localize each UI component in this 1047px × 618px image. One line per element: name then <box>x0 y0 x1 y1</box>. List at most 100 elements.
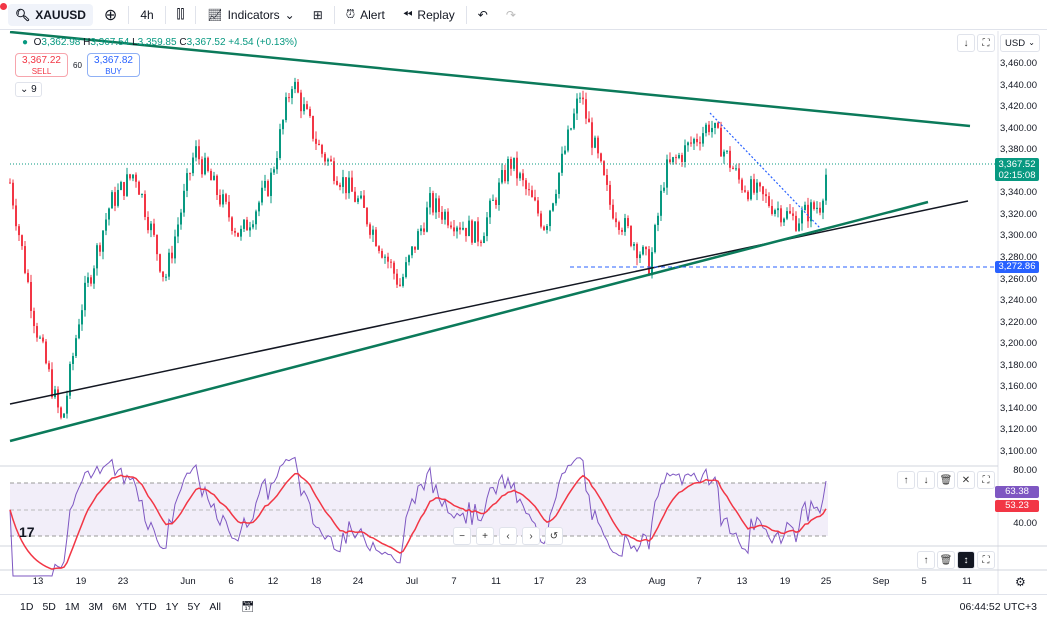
candle-body <box>180 212 182 225</box>
candle-body <box>288 97 290 99</box>
chart-type-button[interactable]: ⫿⫿ <box>170 3 192 26</box>
expand-pane-button[interactable]: ↕ <box>957 551 975 569</box>
candle-body <box>198 146 200 160</box>
notification-badge[interactable] <box>0 3 7 10</box>
date-range-icon[interactable]: 📅︎ <box>241 601 255 613</box>
candle-body <box>681 155 683 162</box>
maximize-button[interactable]: ⛶ <box>977 551 995 569</box>
candle-body <box>792 213 794 216</box>
candle-body <box>795 215 797 231</box>
range-1m[interactable]: 1M <box>64 600 80 613</box>
candle-body <box>366 207 368 225</box>
maximize-pane-button[interactable]: ⛶ <box>977 471 995 489</box>
undo-button[interactable]: ↶ <box>471 4 495 26</box>
candle-body <box>642 246 644 255</box>
range-ytd[interactable]: YTD <box>135 600 157 613</box>
candle-body <box>222 194 224 205</box>
symbol-search-button[interactable]: 🔍︎ XAUUSD <box>8 3 93 26</box>
candle-body <box>24 246 26 273</box>
candle-body <box>522 173 524 181</box>
delete-pane-button[interactable]: 🗑︎ <box>937 471 955 489</box>
scroll-left-button[interactable]: ‹ <box>499 527 517 545</box>
redo-button[interactable]: ↷ <box>499 4 523 26</box>
range-5y[interactable]: 5Y <box>187 600 201 613</box>
layouts-button[interactable]: ⊞ <box>306 4 330 26</box>
fullscreen-button[interactable]: ⛶ <box>977 34 995 52</box>
candle-body <box>78 324 80 339</box>
candle-body <box>339 184 341 187</box>
symbol-label: XAUUSD <box>35 7 86 22</box>
candle-body <box>123 182 125 196</box>
candle-body <box>471 220 473 243</box>
candle-body <box>594 137 596 148</box>
candle-body <box>753 179 755 193</box>
candle-body <box>300 92 302 112</box>
candle-body <box>231 217 233 231</box>
replay-button[interactable]: ⏪︎ Replay <box>396 3 462 26</box>
range-all[interactable]: All <box>209 600 222 613</box>
candle-body <box>555 193 557 204</box>
candle-body <box>30 282 32 311</box>
candle-body <box>615 218 617 223</box>
range-3m[interactable]: 3M <box>88 600 104 613</box>
time-tick: Sep <box>872 576 890 587</box>
time-tick: 12 <box>267 576 279 587</box>
delete-button[interactable]: 🗑︎ <box>937 551 955 569</box>
add-symbol-button[interactable]: ⊕ <box>97 1 124 29</box>
interval-button[interactable]: 4h <box>140 7 154 22</box>
candle-body <box>774 210 776 214</box>
candle-body <box>612 204 614 219</box>
candle-body <box>48 363 50 370</box>
candle-body <box>342 177 344 187</box>
candle-body <box>93 268 95 284</box>
time-tick: 5 <box>921 576 927 587</box>
candle-body <box>618 222 620 230</box>
move-pane-down-button[interactable]: ↓ <box>917 471 935 489</box>
indicators-button[interactable]: 📈︎ Indicators ⌄ <box>200 4 301 26</box>
candle-body <box>174 236 176 259</box>
candle-body <box>444 211 446 220</box>
zoom-in-button[interactable]: + <box>476 527 494 545</box>
candle-body <box>729 150 731 168</box>
candle-body <box>33 310 35 327</box>
resistance-trendline <box>9 31 971 128</box>
candle-body <box>228 201 230 218</box>
indicators-collapse-button[interactable]: ⌄ 9 <box>15 82 42 97</box>
zoom-out-button[interactable]: − <box>453 527 471 545</box>
buy-button[interactable]: 3,367.82 BUY <box>87 53 140 77</box>
price-tick: 3,100.00 <box>1000 446 1037 457</box>
candle-body <box>801 210 803 224</box>
price-chart[interactable] <box>0 31 1047 594</box>
range-1y[interactable]: 1Y <box>165 600 179 613</box>
alert-button[interactable]: ⏰︎ Alert <box>339 3 392 26</box>
move-up-button[interactable]: ↑ <box>917 551 935 569</box>
chevron-down-icon[interactable]: ⌄ <box>284 7 295 22</box>
scroll-right-button[interactable]: › <box>522 527 540 545</box>
sell-button[interactable]: 3,367.22 SELL <box>15 53 68 77</box>
tradingview-logo[interactable]: 17 <box>19 524 35 540</box>
move-pane-up-button[interactable]: ↑ <box>897 471 915 489</box>
main-pane-controls: ↑ 🗑︎ ↕ ⛶ <box>917 551 995 569</box>
candle-body <box>564 150 566 154</box>
rsi-ma-value-tag: 53.23 <box>995 500 1039 512</box>
rsi-value-tag: 63.38 <box>995 486 1039 498</box>
candle-body <box>396 273 398 285</box>
candle-body <box>459 227 461 230</box>
range-5d[interactable]: 5D <box>42 600 56 613</box>
candle-body <box>213 175 215 181</box>
currency-select[interactable]: USD ⌄ <box>1000 34 1040 52</box>
candle-body <box>684 145 686 162</box>
candle-body <box>714 122 716 128</box>
candle-body <box>432 193 434 213</box>
support-trendline-green <box>9 200 929 443</box>
buy-price: 3,367.82 <box>94 55 133 66</box>
candle-body <box>423 228 425 232</box>
collapse-pane-button[interactable]: ✕ <box>957 471 975 489</box>
scale-down-button[interactable]: ↓ <box>957 34 975 52</box>
range-1d[interactable]: 1D <box>20 600 34 613</box>
candle-body <box>747 191 749 200</box>
plus-circle-icon: ⊕ <box>103 6 118 24</box>
range-6m[interactable]: 6M <box>112 600 127 613</box>
reset-chart-button[interactable]: ↺ <box>545 527 563 545</box>
settings-icon[interactable]: ⚙ <box>1015 575 1026 589</box>
